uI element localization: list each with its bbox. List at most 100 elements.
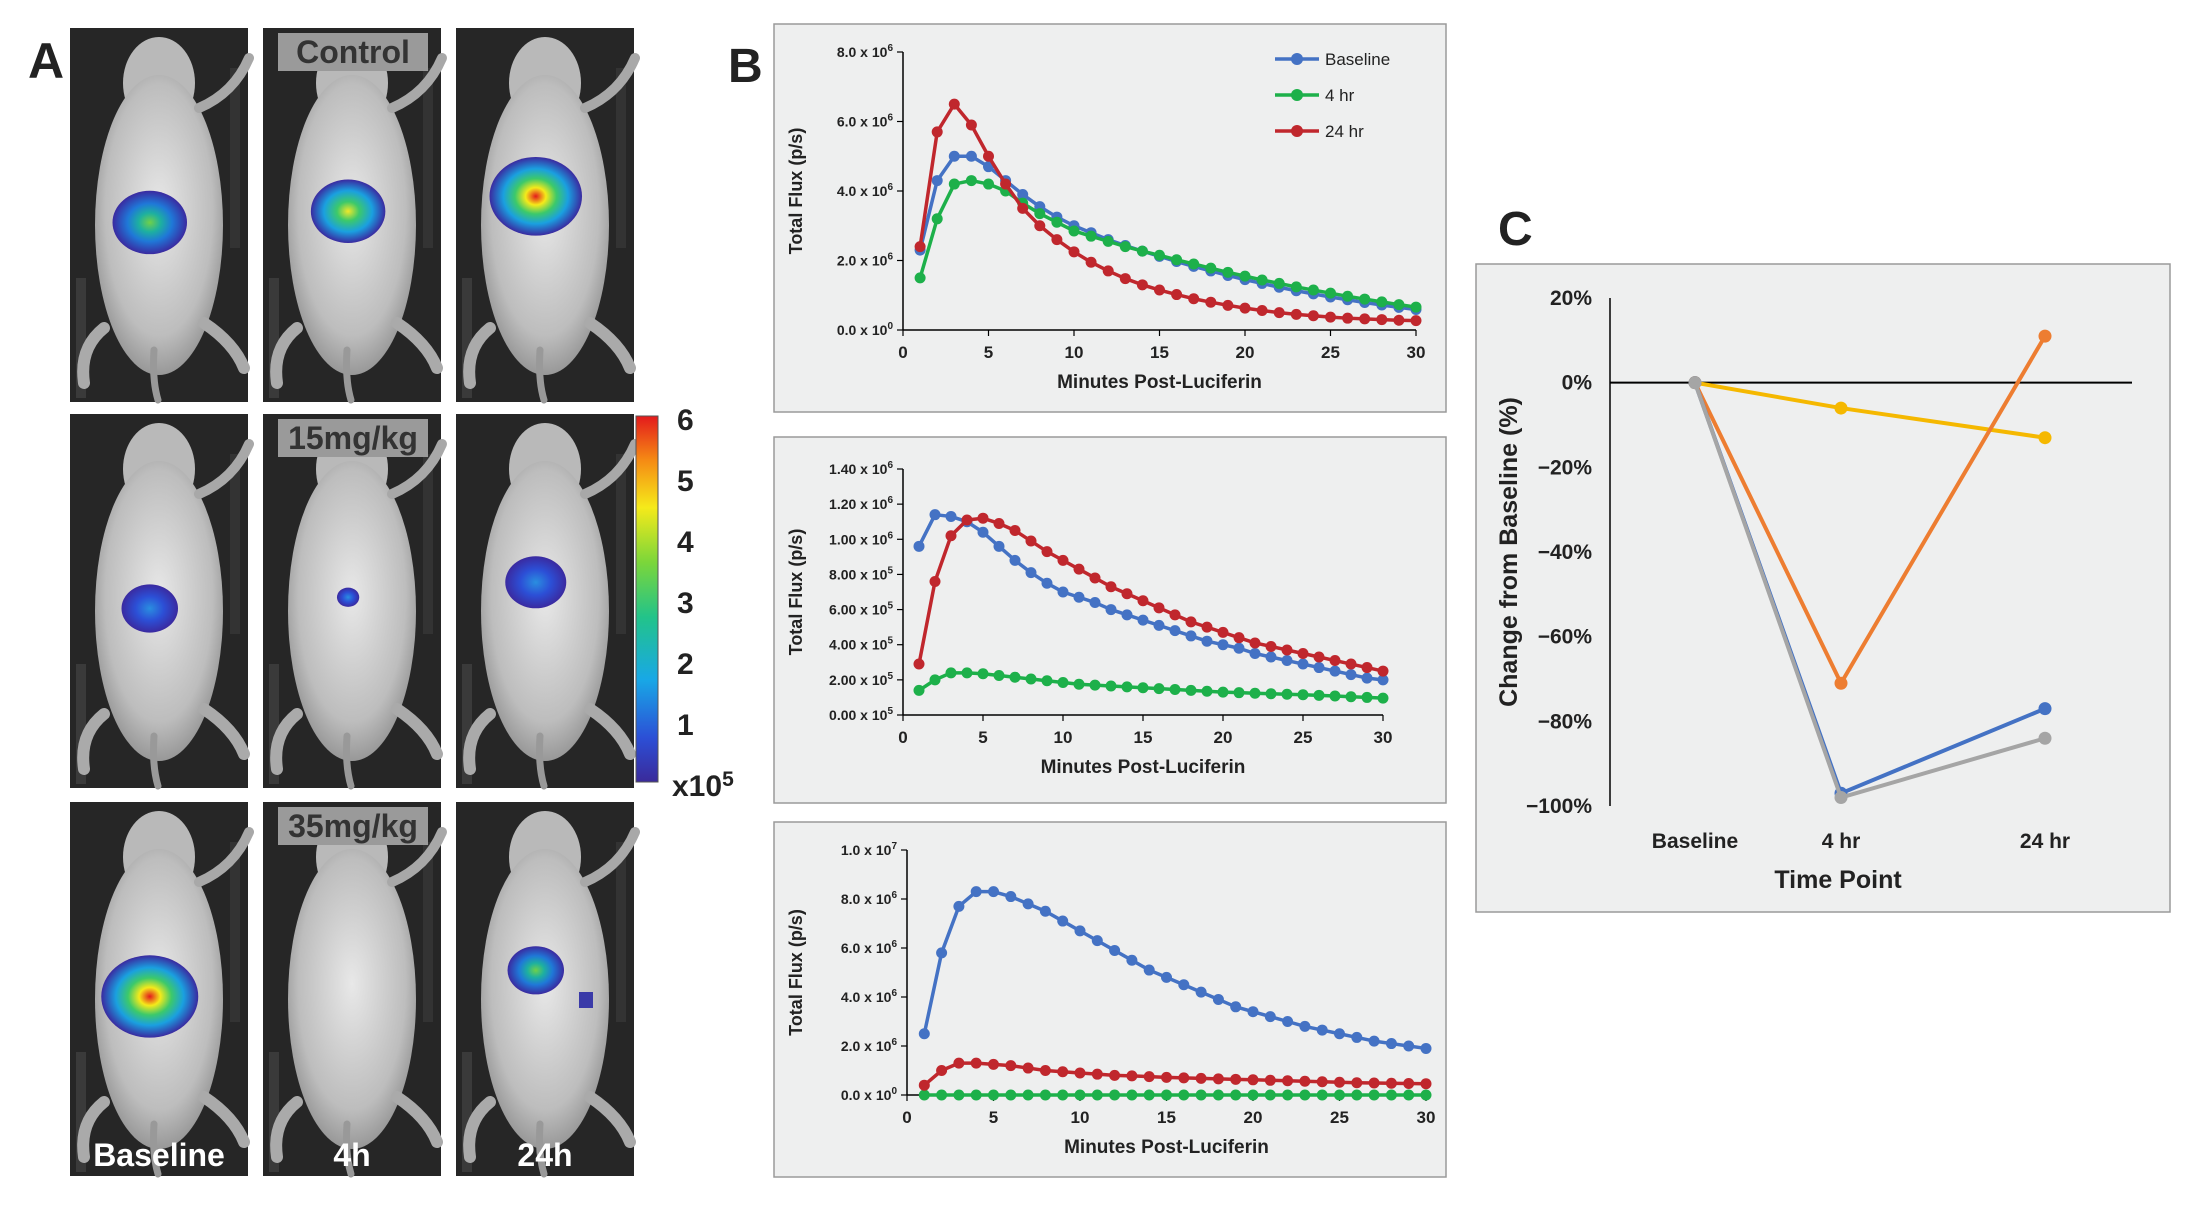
data-point [936,1065,948,1076]
colorbar-tick: 6 [677,404,694,437]
mouse-leg [270,322,303,389]
data-point [1420,1042,1432,1054]
data-point [1329,665,1341,677]
data-point [1017,188,1029,200]
data-point [1057,554,1069,566]
data-point [913,540,925,552]
data-point [1091,1089,1103,1101]
data-point [1025,567,1037,579]
mouse-leg [387,439,447,499]
mouse-image: Baseline [70,802,254,1178]
data-point [1212,993,1224,1005]
y-tick-label: 8.0 x 106 [837,43,894,60]
data-point [931,126,943,138]
image-background [76,1052,86,1172]
data-point [1281,644,1293,656]
data-point [1073,678,1085,690]
data-point [1376,314,1388,326]
mouse-image: 24h [456,802,640,1178]
data-point [1051,216,1063,228]
data-point [1068,246,1080,258]
legend-label: 4 hr [1325,86,1355,105]
x-tick-label: 10 [1065,343,1084,362]
data-point [1377,692,1389,704]
data-point [970,1057,982,1069]
mouse-leg [198,1091,250,1148]
data-point [1039,1089,1051,1101]
data-point [1217,626,1229,638]
panel-a-letter: A [28,33,64,89]
data-point [1233,687,1245,699]
data-point [1089,572,1101,584]
data-point [1420,1089,1432,1101]
data-point [1265,651,1277,663]
data-point [1368,1089,1380,1101]
data-point [936,1089,948,1101]
mouse-leg [387,53,447,113]
data-point [1230,1089,1242,1101]
data-point [1057,1066,1069,1078]
row-label-box [278,419,428,457]
mouse-tail [343,732,355,790]
data-point [1282,1016,1294,1027]
panel-c-letter: C [1498,203,1533,256]
mouse-leg [194,827,254,887]
chart-panel [773,436,1447,804]
data-point [1334,1028,1345,1040]
data-point [1126,1089,1138,1101]
data-point [1264,1011,1276,1023]
x-tick-label: 4 hr [1822,830,1861,853]
data-point [1201,621,1213,633]
colorbar-tick: 2 [677,648,694,681]
image-background [462,278,472,398]
data-point [965,119,977,131]
data-point [945,667,957,679]
data-point [1161,1071,1172,1083]
data-point [977,526,989,538]
y-axis-label: Change from Baseline (%) [1495,397,1523,707]
data-point [1137,682,1149,694]
mouse-tail [536,1120,548,1178]
data-point [961,514,973,526]
tumor-signal [505,556,567,609]
data-point [1410,301,1422,313]
data-point [929,674,941,686]
data-point [977,668,989,680]
data-point [1119,273,1131,285]
data-point [1143,1089,1155,1101]
mouse-leg [194,53,254,113]
data-point [948,98,960,110]
data-point [1256,274,1268,286]
colorbar: 6 5 4 3 2 1 x105 [635,404,734,803]
y-tick-label: 0.0 x 100 [841,1086,898,1103]
x-tick-label: 5 [978,728,987,747]
data-point [1057,1089,1069,1101]
data-point [1230,1001,1242,1013]
mouse-image: 15mg/kg [263,414,447,790]
x-tick-label: 15 [1150,343,1169,362]
y-tick-label: 2.0 x 106 [837,252,894,269]
data-point [1201,685,1213,697]
data-point [1057,915,1069,927]
data-point [1178,1089,1190,1101]
data-point [1351,1077,1363,1089]
data-point [1264,1089,1276,1101]
image-background [76,278,86,398]
data-point [1089,597,1101,609]
data-point [1121,609,1133,621]
data-point [1005,891,1017,903]
data-point [1154,284,1165,296]
data-point [948,150,960,162]
x-axis-label: Minutes Post-Luciferin [1041,757,1246,778]
data-point [1420,1078,1432,1090]
colorbar-tick: 4 [677,526,694,559]
data-point [918,1028,930,1040]
data-point [1171,254,1183,266]
y-tick-label: −60% [1538,626,1593,649]
data-point [1342,312,1354,324]
mouse-leg [580,827,640,887]
mouse-leg [391,1091,443,1148]
data-point [945,530,957,542]
data-point [1316,1089,1328,1101]
mouse-leg [584,1091,636,1148]
